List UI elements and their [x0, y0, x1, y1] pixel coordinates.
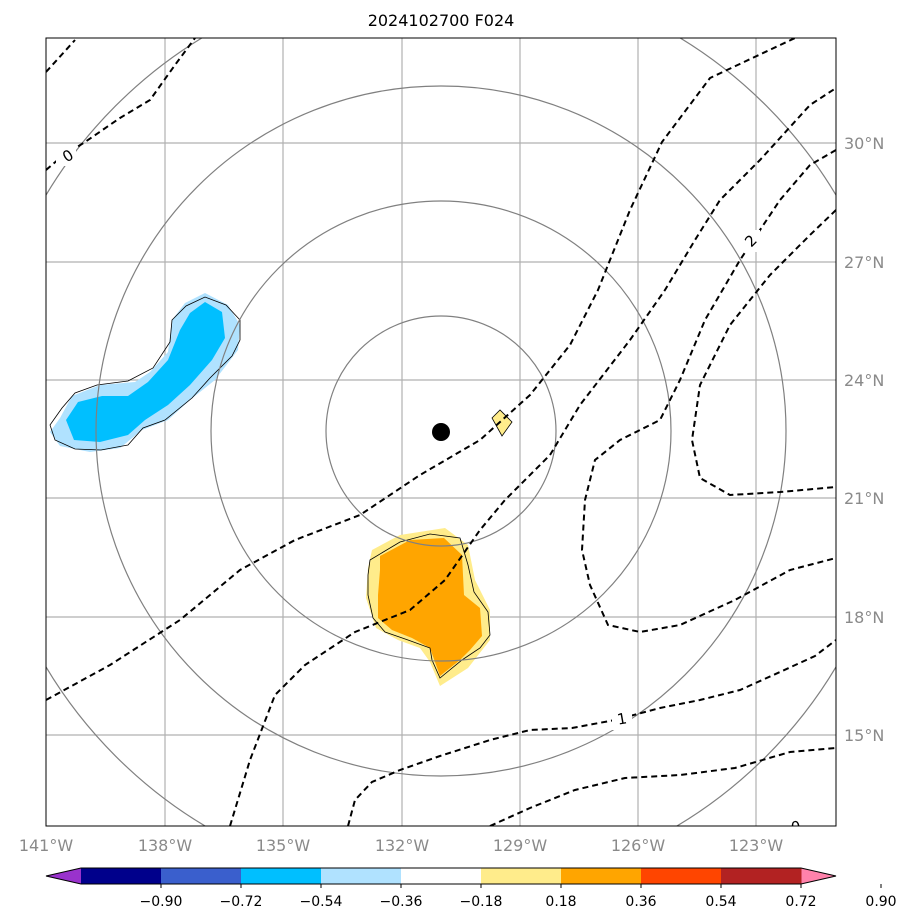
colorbar-swatch: [81, 868, 162, 884]
contour-label: 0: [790, 817, 803, 836]
positive-anomaly-region: [366, 409, 513, 686]
storm-center-marker: [432, 423, 450, 441]
colorbar-swatch: [401, 868, 482, 884]
lat-tick-label: 21°N: [844, 489, 884, 508]
colorbar-swatch: [721, 868, 802, 884]
colorbar-tick-label: −0.18: [460, 894, 503, 910]
colorbar-outline: [45, 867, 837, 885]
colorbar-tick-label: 0.72: [785, 894, 816, 910]
colorbar-tick-label: −0.36: [380, 894, 423, 910]
latitude-labels: 30°N 27°N 24°N 21°N 18°N 15°N: [844, 134, 884, 745]
colorbar-swatch: [321, 868, 402, 884]
lon-tick-label: 141°W: [19, 836, 74, 855]
lon-tick-label: 135°W: [256, 836, 311, 855]
colorbar-tick-label: −0.90: [140, 894, 183, 910]
lat-tick-label: 24°N: [844, 371, 884, 390]
lat-tick-label: 30°N: [844, 134, 884, 153]
colorbar-swatch: [641, 868, 722, 884]
range-rings: [46, 38, 836, 826]
lat-tick-label: 18°N: [844, 608, 884, 627]
lon-tick-label: 138°W: [138, 836, 193, 855]
colorbar-tick-label: 0.18: [545, 894, 576, 910]
contour-label: 1: [616, 709, 629, 728]
colorbar-tick-label: 0.54: [705, 894, 736, 910]
colorbar-tick-label: −0.54: [300, 894, 343, 910]
lon-tick-label: 123°W: [729, 836, 784, 855]
colorbar-tick-label: 0.90: [865, 894, 896, 910]
colorbar-swatch: [481, 868, 562, 884]
colorbar-extend-high: [801, 868, 836, 884]
lat-tick-label: 27°N: [844, 253, 884, 272]
map-title: 2024102700 F024: [368, 11, 515, 30]
lon-tick-label: 126°W: [611, 836, 666, 855]
colorbar-swatch: [561, 868, 642, 884]
colorbar-tick-label: −0.72: [220, 894, 263, 910]
colorbar-swatch: [161, 868, 242, 884]
lon-tick-label: 132°W: [375, 836, 430, 855]
map-plot-area: 0 2 1 0: [46, 38, 836, 836]
colorbar-tick-label: 0.36: [625, 894, 656, 910]
colorbar-extend-low: [46, 868, 81, 884]
colorbar: −0.90 −0.72 −0.54 −0.36 −0.18 0.18 0.36 0.54 0.7…: [45, 867, 897, 910]
anomaly-contours: [46, 38, 836, 826]
colorbar-swatch: [241, 868, 322, 884]
lat-tick-label: 15°N: [844, 726, 884, 745]
map-frame: [45, 37, 837, 827]
lon-tick-label: 129°W: [493, 836, 548, 855]
longitude-labels: 141°W 138°W 135°W 132°W 129°W 126°W 123°…: [19, 836, 784, 855]
